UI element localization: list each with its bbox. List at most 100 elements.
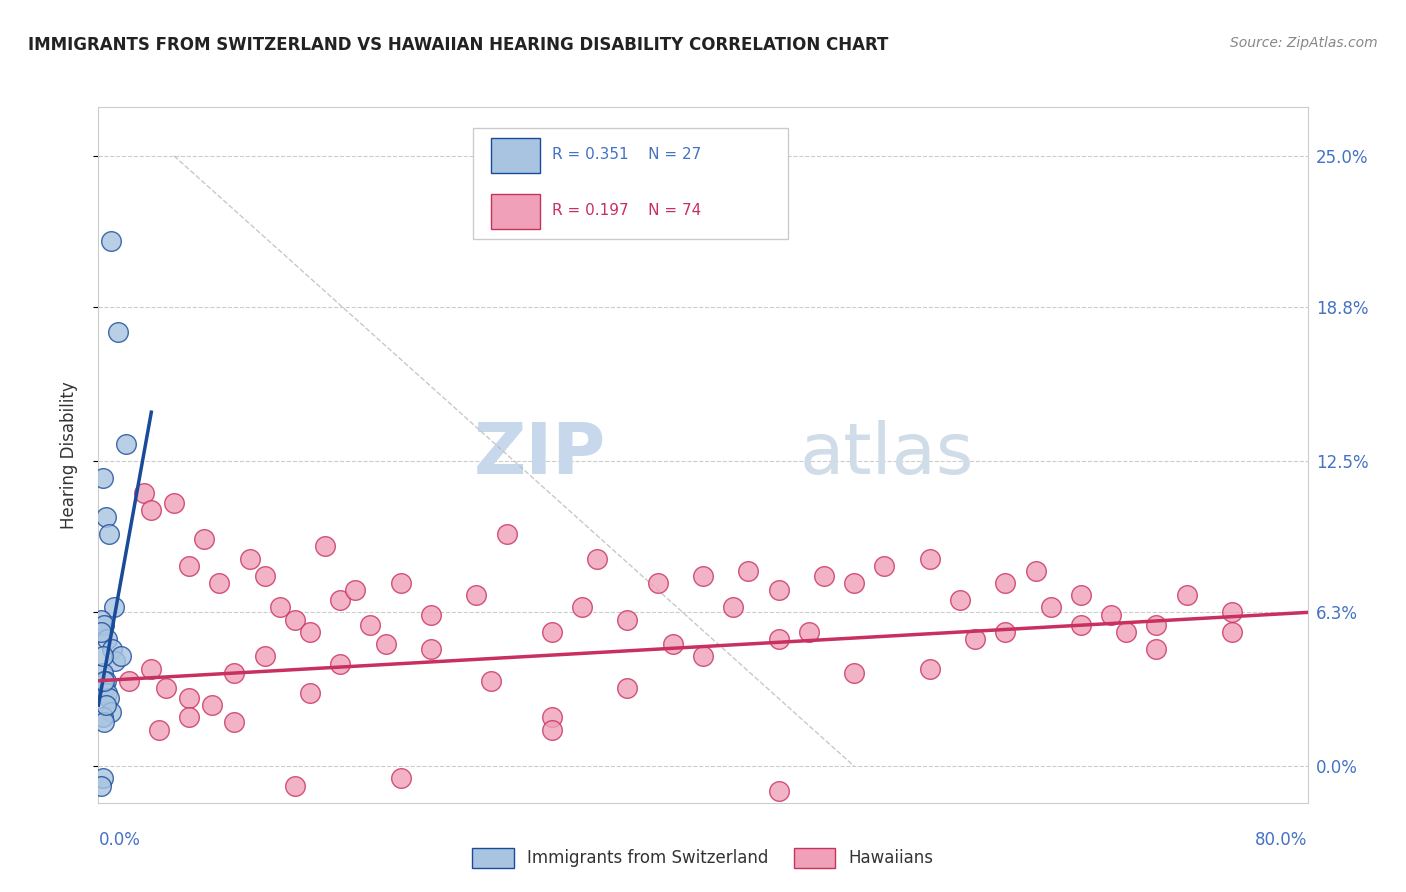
Point (616, 681, 638, 695)
Point (141, 661, 163, 675)
Point (344, 583, 367, 598)
Point (224, 715, 246, 730)
Point (949, 593, 972, 607)
Point (93, 617, 115, 632)
Point (495, 527, 517, 541)
Point (118, 673, 141, 688)
Point (224, 666, 246, 681)
Point (100, 706, 122, 720)
Y-axis label: Hearing Disability: Hearing Disability (59, 381, 77, 529)
Point (179, 710, 201, 724)
Point (96, 632, 118, 647)
Text: R = 0.197    N = 74: R = 0.197 N = 74 (551, 202, 702, 218)
Point (420, 642, 443, 657)
Point (918, 661, 941, 675)
Point (1039, 600, 1062, 615)
Point (994, 576, 1017, 591)
Point (91, 710, 114, 724)
Point (284, 779, 307, 793)
Text: atlas: atlas (800, 420, 974, 490)
Point (91, 666, 114, 681)
Point (994, 624, 1017, 639)
Point (616, 613, 638, 627)
Point (374, 637, 396, 651)
Point (873, 559, 896, 574)
Point (253, 649, 276, 664)
Legend: Immigrants from Switzerland, Hawaiians: Immigrants from Switzerland, Hawaiians (465, 841, 941, 875)
Point (132, 485, 155, 500)
Point (465, 588, 488, 602)
Point (329, 593, 352, 607)
Point (723, 600, 745, 615)
Point (389, 576, 412, 591)
Point (94, 673, 117, 688)
Point (1146, 642, 1168, 657)
Point (314, 540, 336, 554)
Point (540, 624, 562, 639)
Text: 80.0%: 80.0% (1256, 830, 1308, 848)
Point (93, 681, 115, 695)
Point (98, 527, 121, 541)
Point (329, 657, 352, 671)
Point (844, 576, 866, 591)
Point (107, 325, 129, 339)
Point (692, 649, 714, 664)
Point (540, 710, 562, 724)
Point (813, 568, 835, 582)
Point (91, 772, 114, 786)
Point (179, 559, 201, 574)
Point (1220, 606, 1243, 620)
Point (208, 576, 231, 591)
Point (1099, 607, 1122, 622)
Point (91, 471, 114, 485)
Point (481, 673, 503, 688)
Point (94, 510, 117, 524)
Point (100, 235, 122, 249)
Bar (492, 138, 540, 173)
Point (103, 600, 125, 615)
Point (1175, 588, 1198, 602)
Point (1220, 624, 1243, 639)
Point (101, 642, 124, 657)
Point (269, 600, 291, 615)
Point (179, 690, 201, 705)
Point (661, 637, 683, 651)
Point (163, 495, 186, 509)
Point (93, 673, 115, 688)
Point (90, 779, 112, 793)
Point (389, 772, 412, 786)
Point (96, 686, 118, 700)
Point (193, 532, 215, 546)
Point (768, 583, 790, 598)
Point (797, 624, 820, 639)
Point (1115, 624, 1137, 639)
Bar (492, 194, 540, 229)
Point (420, 607, 443, 622)
Text: 0.0%: 0.0% (98, 830, 141, 848)
Point (844, 666, 866, 681)
Text: R = 0.351    N = 27: R = 0.351 N = 27 (551, 147, 702, 161)
Point (1024, 564, 1046, 578)
Point (360, 617, 382, 632)
Point (93, 715, 115, 730)
Point (1070, 617, 1092, 632)
Point (110, 649, 132, 664)
Point (141, 503, 163, 517)
Point (299, 624, 322, 639)
Point (155, 681, 177, 695)
Point (586, 551, 609, 566)
Point (201, 698, 224, 713)
Point (239, 551, 262, 566)
Point (253, 568, 276, 582)
Point (114, 437, 136, 451)
Point (90, 624, 112, 639)
Point (965, 632, 987, 647)
Point (768, 783, 790, 797)
FancyBboxPatch shape (474, 128, 787, 239)
Point (737, 564, 759, 578)
Text: Source: ZipAtlas.com: Source: ZipAtlas.com (1230, 36, 1378, 50)
Point (647, 576, 669, 591)
Point (284, 613, 307, 627)
Point (1070, 588, 1092, 602)
Point (98, 690, 121, 705)
